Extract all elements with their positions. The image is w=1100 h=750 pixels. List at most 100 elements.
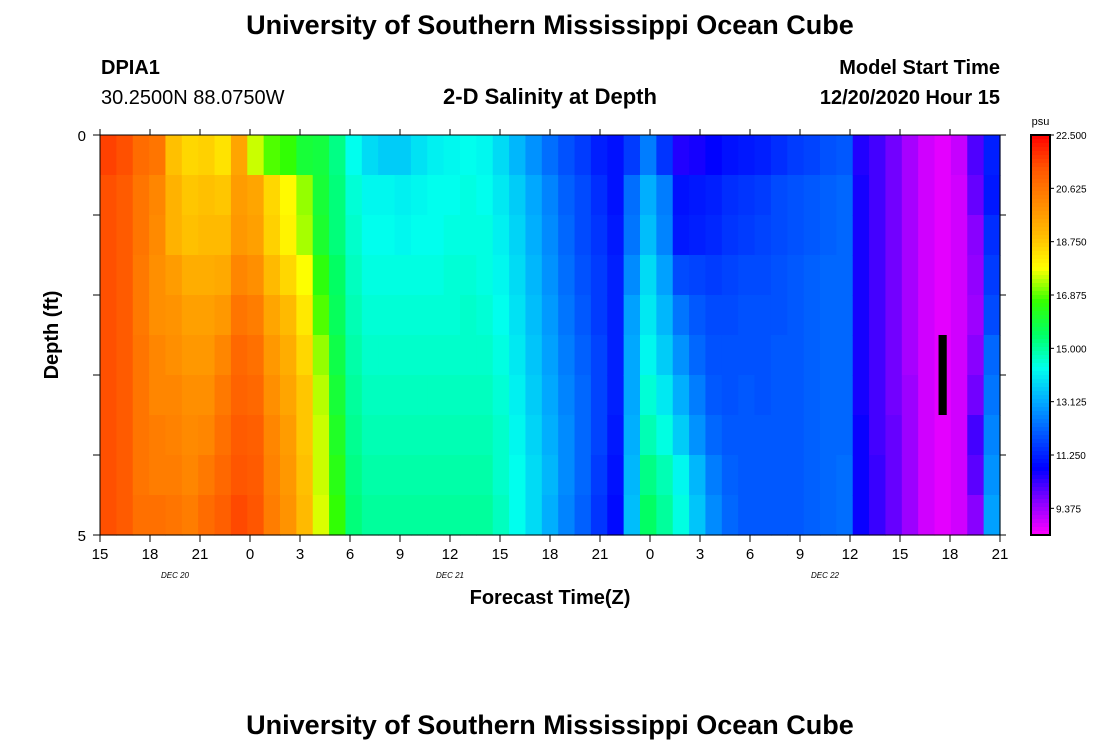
- heatmap-cell: [950, 135, 968, 176]
- heatmap-cell: [967, 215, 985, 256]
- heatmap-cell: [541, 335, 559, 376]
- heatmap-cell: [918, 175, 936, 216]
- heatmap-cell: [869, 375, 887, 416]
- heatmap-cell: [181, 375, 199, 416]
- x-tick-label: 18: [942, 546, 959, 563]
- heatmap-cell: [280, 455, 297, 496]
- heatmap-cell: [345, 495, 363, 536]
- heatmap-cell: [280, 215, 297, 256]
- date-label: DEC 21: [436, 571, 464, 580]
- colorbar-band: [1031, 163, 1050, 168]
- colorbar-tick-label: 18.750: [1056, 238, 1087, 249]
- colorbar-tick-label: 16.875: [1056, 291, 1087, 302]
- heatmap-cell: [460, 135, 477, 176]
- colorbar-band: [1031, 379, 1050, 384]
- heatmap-cell: [918, 455, 936, 496]
- heatmap-cell: [198, 215, 216, 256]
- heatmap-cell: [280, 295, 297, 336]
- heatmap-cell: [296, 455, 314, 496]
- heatmap-cell: [640, 255, 657, 296]
- heatmap-cell: [230, 255, 248, 296]
- heatmap-cell: [280, 255, 297, 296]
- heatmap-cell: [574, 495, 592, 536]
- heatmap-cell: [803, 415, 821, 456]
- y-axis: 05: [78, 128, 1006, 545]
- heatmap-cell: [361, 295, 379, 336]
- heatmap-cell: [590, 295, 608, 336]
- colorbar-band: [1031, 167, 1050, 172]
- heatmap-cell: [378, 455, 396, 496]
- heatmap-cell: [738, 375, 756, 416]
- colorbar-band: [1031, 295, 1050, 300]
- heatmap-cell: [149, 215, 167, 256]
- x-tick-label: 18: [142, 546, 159, 563]
- heatmap-cell: [492, 255, 510, 296]
- heatmap-cell: [574, 175, 592, 216]
- heatmap-cell: [394, 255, 412, 296]
- heatmap-cell: [116, 135, 134, 176]
- heatmap-cell: [967, 455, 985, 496]
- heatmap-cell: [165, 375, 183, 416]
- heatmap-cell: [754, 495, 772, 536]
- model-start-value: 12/20/2020 Hour 15: [819, 87, 1000, 109]
- heatmap-cell: [345, 135, 363, 176]
- heatmap-cell: [558, 415, 576, 456]
- heatmap-cell: [296, 255, 314, 296]
- heatmap-cell: [689, 135, 707, 176]
- colorbar-band: [1031, 255, 1050, 260]
- heatmap-cell: [770, 295, 788, 336]
- colorbar-band: [1031, 431, 1050, 436]
- heatmap-cell: [116, 215, 134, 256]
- heatmap-cell: [100, 335, 117, 376]
- heatmap-cell: [967, 295, 985, 336]
- heatmap-cell: [967, 255, 985, 296]
- heatmap-cell: [558, 295, 576, 336]
- heatmap-cell: [836, 215, 854, 256]
- heatmap-cell: [852, 455, 870, 496]
- heatmap-cell: [590, 175, 608, 216]
- heatmap-cell: [394, 215, 412, 256]
- colorbar-band: [1031, 391, 1050, 396]
- model-start-label: Model Start Time: [839, 57, 1000, 79]
- heatmap-cell: [198, 335, 216, 376]
- heatmap-cell: [901, 495, 919, 536]
- heatmap-cell: [934, 175, 952, 216]
- heatmap-cell: [787, 375, 805, 416]
- heatmap-cell: [410, 255, 428, 296]
- heatmap-cell: [263, 215, 281, 256]
- heatmap-cell: [787, 335, 805, 376]
- heatmap-cell: [770, 255, 788, 296]
- heatmap-cell: [623, 415, 641, 456]
- heatmap-cell: [541, 455, 559, 496]
- heatmap-cell: [181, 175, 199, 216]
- heatmap-cell: [623, 295, 641, 336]
- heatmap-cell: [770, 375, 788, 416]
- heatmap-cell: [230, 455, 248, 496]
- colorbar-band: [1031, 239, 1050, 244]
- heatmap-cell: [525, 135, 543, 176]
- heatmap-cell: [689, 255, 707, 296]
- colorbar-band: [1031, 275, 1050, 280]
- heatmap-cell: [132, 135, 150, 176]
- heatmap-cell: [656, 375, 674, 416]
- heatmap-cell: [541, 175, 559, 216]
- heatmap-cell: [361, 255, 379, 296]
- heatmap-cell: [656, 415, 674, 456]
- heatmap-cell: [312, 335, 330, 376]
- heatmap-cell: [427, 175, 445, 216]
- heatmap-cell: [181, 215, 199, 256]
- colorbar-band: [1031, 291, 1050, 296]
- heatmap-cell: [149, 455, 167, 496]
- heatmap-cell: [247, 215, 265, 256]
- heatmap-cell: [721, 175, 739, 216]
- heatmap-cell: [721, 335, 739, 376]
- heatmap-cell: [214, 495, 232, 536]
- x-tick-label: 21: [992, 546, 1009, 563]
- heatmap-cell: [525, 375, 543, 416]
- colorbar-band: [1031, 375, 1050, 380]
- heatmap-cell: [705, 335, 723, 376]
- heatmap-cell: [149, 295, 167, 336]
- x-tick-label: 18: [542, 546, 559, 563]
- heatmap-cell: [689, 215, 707, 256]
- heatmap-cell: [492, 175, 510, 216]
